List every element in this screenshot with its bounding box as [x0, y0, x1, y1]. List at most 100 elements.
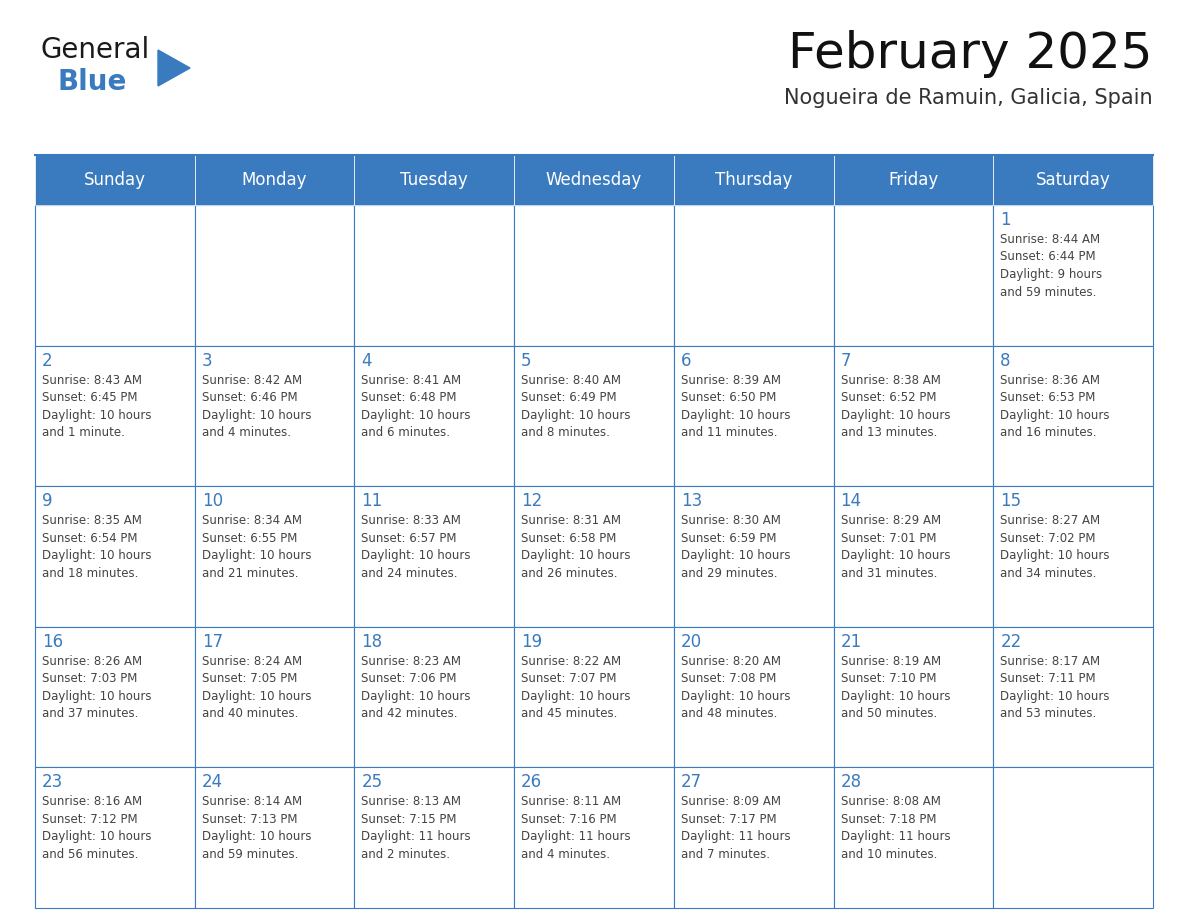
Text: Sunrise: 8:20 AM
Sunset: 7:08 PM
Daylight: 10 hours
and 48 minutes.: Sunrise: 8:20 AM Sunset: 7:08 PM Dayligh…: [681, 655, 790, 721]
Bar: [34, 767, 195, 908]
Text: Sunrise: 8:44 AM
Sunset: 6:44 PM
Daylight: 9 hours
and 59 minutes.: Sunrise: 8:44 AM Sunset: 6:44 PM Dayligh…: [1000, 233, 1102, 298]
Text: Sunrise: 8:27 AM
Sunset: 7:02 PM
Daylight: 10 hours
and 34 minutes.: Sunrise: 8:27 AM Sunset: 7:02 PM Dayligh…: [1000, 514, 1110, 579]
Text: 5: 5: [522, 352, 532, 370]
Bar: [34, 205, 195, 345]
Bar: [993, 345, 1154, 487]
Polygon shape: [158, 50, 190, 86]
Text: 9: 9: [42, 492, 52, 510]
Text: 6: 6: [681, 352, 691, 370]
Bar: [674, 627, 834, 767]
Text: Saturday: Saturday: [1036, 171, 1111, 189]
Bar: [354, 205, 514, 345]
Text: 20: 20: [681, 633, 702, 651]
Text: 25: 25: [361, 773, 383, 791]
Text: Sunrise: 8:36 AM
Sunset: 6:53 PM
Daylight: 10 hours
and 16 minutes.: Sunrise: 8:36 AM Sunset: 6:53 PM Dayligh…: [1000, 374, 1110, 439]
Bar: [354, 155, 514, 205]
Text: Sunrise: 8:14 AM
Sunset: 7:13 PM
Daylight: 10 hours
and 59 minutes.: Sunrise: 8:14 AM Sunset: 7:13 PM Dayligh…: [202, 795, 311, 861]
Text: Wednesday: Wednesday: [545, 171, 643, 189]
Text: 24: 24: [202, 773, 223, 791]
Bar: [834, 767, 993, 908]
Text: Thursday: Thursday: [715, 171, 792, 189]
Bar: [514, 767, 674, 908]
Bar: [993, 205, 1154, 345]
Text: Sunrise: 8:38 AM
Sunset: 6:52 PM
Daylight: 10 hours
and 13 minutes.: Sunrise: 8:38 AM Sunset: 6:52 PM Dayligh…: [841, 374, 950, 439]
Text: 12: 12: [522, 492, 543, 510]
Text: Sunrise: 8:08 AM
Sunset: 7:18 PM
Daylight: 11 hours
and 10 minutes.: Sunrise: 8:08 AM Sunset: 7:18 PM Dayligh…: [841, 795, 950, 861]
Text: Sunrise: 8:13 AM
Sunset: 7:15 PM
Daylight: 11 hours
and 2 minutes.: Sunrise: 8:13 AM Sunset: 7:15 PM Dayligh…: [361, 795, 472, 861]
Bar: [834, 345, 993, 487]
Bar: [514, 155, 674, 205]
Text: 27: 27: [681, 773, 702, 791]
Text: 28: 28: [841, 773, 861, 791]
Text: Sunrise: 8:43 AM
Sunset: 6:45 PM
Daylight: 10 hours
and 1 minute.: Sunrise: 8:43 AM Sunset: 6:45 PM Dayligh…: [42, 374, 152, 439]
Bar: [195, 487, 354, 627]
Text: 26: 26: [522, 773, 542, 791]
Text: Blue: Blue: [58, 68, 127, 96]
Bar: [354, 767, 514, 908]
Text: 13: 13: [681, 492, 702, 510]
Text: 22: 22: [1000, 633, 1022, 651]
Bar: [834, 205, 993, 345]
Text: Sunrise: 8:11 AM
Sunset: 7:16 PM
Daylight: 11 hours
and 4 minutes.: Sunrise: 8:11 AM Sunset: 7:16 PM Dayligh…: [522, 795, 631, 861]
Text: Sunday: Sunday: [84, 171, 146, 189]
Bar: [993, 487, 1154, 627]
Text: 14: 14: [841, 492, 861, 510]
Bar: [354, 345, 514, 487]
Text: Sunrise: 8:19 AM
Sunset: 7:10 PM
Daylight: 10 hours
and 50 minutes.: Sunrise: 8:19 AM Sunset: 7:10 PM Dayligh…: [841, 655, 950, 721]
Text: Nogueira de Ramuin, Galicia, Spain: Nogueira de Ramuin, Galicia, Spain: [784, 88, 1154, 108]
Bar: [834, 487, 993, 627]
Text: Sunrise: 8:09 AM
Sunset: 7:17 PM
Daylight: 11 hours
and 7 minutes.: Sunrise: 8:09 AM Sunset: 7:17 PM Dayligh…: [681, 795, 790, 861]
Text: Sunrise: 8:17 AM
Sunset: 7:11 PM
Daylight: 10 hours
and 53 minutes.: Sunrise: 8:17 AM Sunset: 7:11 PM Dayligh…: [1000, 655, 1110, 721]
Text: Sunrise: 8:34 AM
Sunset: 6:55 PM
Daylight: 10 hours
and 21 minutes.: Sunrise: 8:34 AM Sunset: 6:55 PM Dayligh…: [202, 514, 311, 579]
Text: 1: 1: [1000, 211, 1011, 229]
Text: 17: 17: [202, 633, 223, 651]
Text: Friday: Friday: [889, 171, 939, 189]
Text: Sunrise: 8:40 AM
Sunset: 6:49 PM
Daylight: 10 hours
and 8 minutes.: Sunrise: 8:40 AM Sunset: 6:49 PM Dayligh…: [522, 374, 631, 439]
Text: Sunrise: 8:16 AM
Sunset: 7:12 PM
Daylight: 10 hours
and 56 minutes.: Sunrise: 8:16 AM Sunset: 7:12 PM Dayligh…: [42, 795, 152, 861]
Text: Sunrise: 8:22 AM
Sunset: 7:07 PM
Daylight: 10 hours
and 45 minutes.: Sunrise: 8:22 AM Sunset: 7:07 PM Dayligh…: [522, 655, 631, 721]
Text: February 2025: February 2025: [789, 30, 1154, 78]
Text: 11: 11: [361, 492, 383, 510]
Bar: [674, 345, 834, 487]
Bar: [674, 205, 834, 345]
Text: 10: 10: [202, 492, 223, 510]
Bar: [195, 627, 354, 767]
Text: Tuesday: Tuesday: [400, 171, 468, 189]
Text: Sunrise: 8:31 AM
Sunset: 6:58 PM
Daylight: 10 hours
and 26 minutes.: Sunrise: 8:31 AM Sunset: 6:58 PM Dayligh…: [522, 514, 631, 579]
Text: 4: 4: [361, 352, 372, 370]
Text: 23: 23: [42, 773, 63, 791]
Bar: [354, 487, 514, 627]
Bar: [34, 487, 195, 627]
Bar: [834, 155, 993, 205]
Text: Sunrise: 8:35 AM
Sunset: 6:54 PM
Daylight: 10 hours
and 18 minutes.: Sunrise: 8:35 AM Sunset: 6:54 PM Dayligh…: [42, 514, 152, 579]
Bar: [514, 627, 674, 767]
Text: 15: 15: [1000, 492, 1022, 510]
Bar: [34, 345, 195, 487]
Text: 8: 8: [1000, 352, 1011, 370]
Bar: [993, 155, 1154, 205]
Bar: [993, 627, 1154, 767]
Bar: [674, 487, 834, 627]
Text: Sunrise: 8:41 AM
Sunset: 6:48 PM
Daylight: 10 hours
and 6 minutes.: Sunrise: 8:41 AM Sunset: 6:48 PM Dayligh…: [361, 374, 470, 439]
Text: General: General: [40, 36, 150, 64]
Text: Monday: Monday: [242, 171, 308, 189]
Bar: [514, 205, 674, 345]
Text: Sunrise: 8:30 AM
Sunset: 6:59 PM
Daylight: 10 hours
and 29 minutes.: Sunrise: 8:30 AM Sunset: 6:59 PM Dayligh…: [681, 514, 790, 579]
Text: Sunrise: 8:29 AM
Sunset: 7:01 PM
Daylight: 10 hours
and 31 minutes.: Sunrise: 8:29 AM Sunset: 7:01 PM Dayligh…: [841, 514, 950, 579]
Text: 3: 3: [202, 352, 213, 370]
Text: Sunrise: 8:42 AM
Sunset: 6:46 PM
Daylight: 10 hours
and 4 minutes.: Sunrise: 8:42 AM Sunset: 6:46 PM Dayligh…: [202, 374, 311, 439]
Text: 21: 21: [841, 633, 861, 651]
Text: 19: 19: [522, 633, 542, 651]
Bar: [834, 627, 993, 767]
Bar: [195, 205, 354, 345]
Text: 2: 2: [42, 352, 52, 370]
Text: 7: 7: [841, 352, 851, 370]
Bar: [195, 767, 354, 908]
Bar: [34, 627, 195, 767]
Bar: [674, 155, 834, 205]
Bar: [514, 487, 674, 627]
Bar: [195, 345, 354, 487]
Bar: [34, 155, 195, 205]
Text: 18: 18: [361, 633, 383, 651]
Text: 16: 16: [42, 633, 63, 651]
